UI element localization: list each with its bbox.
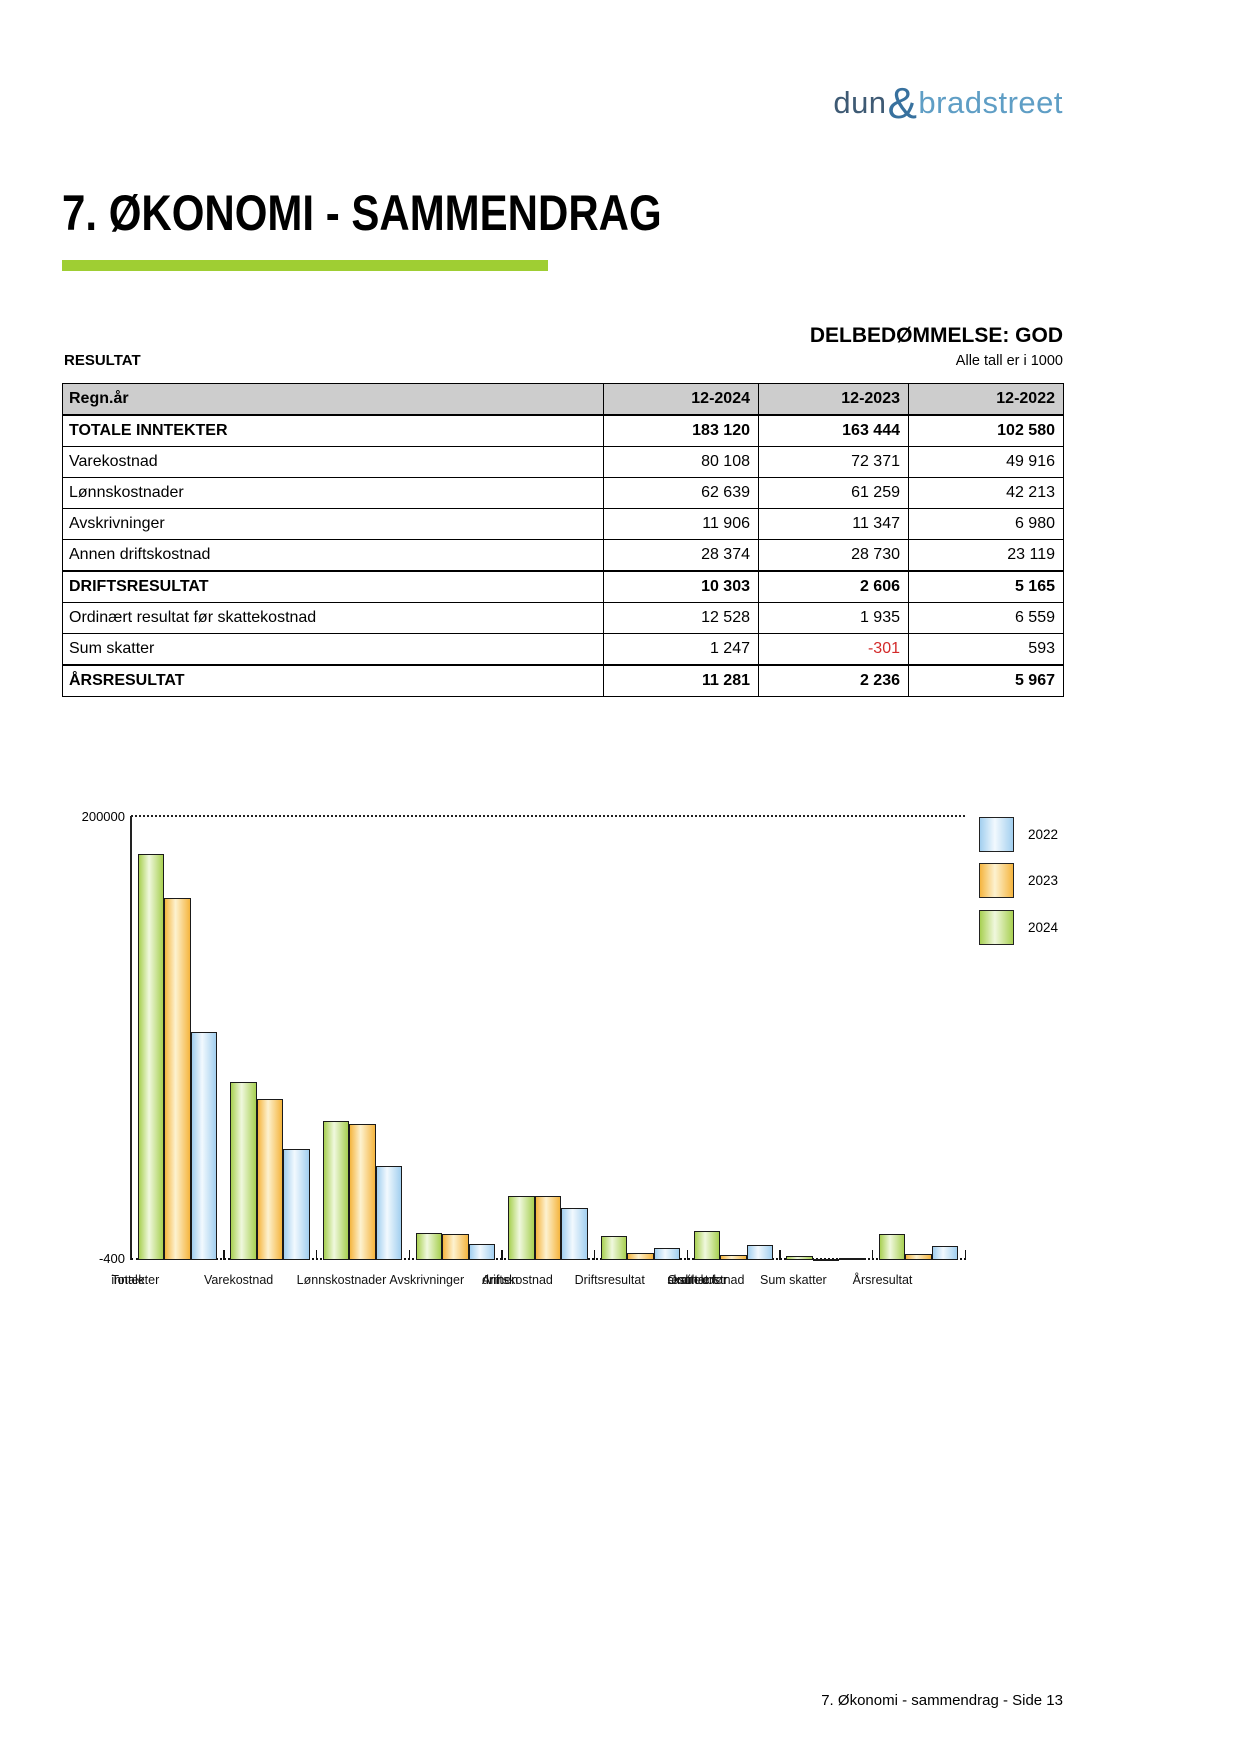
chart-bar: [693, 1231, 720, 1260]
chart-bar: [839, 1257, 866, 1260]
row-value: 42 213: [908, 477, 1064, 509]
row-value: 1 935: [758, 602, 909, 634]
x-axis-tick: [315, 1250, 318, 1260]
row-value: 80 108: [603, 446, 759, 478]
chart-bar: [600, 1236, 628, 1260]
chart-bar: [534, 1195, 562, 1260]
y-tick-label-min: -400: [98, 1251, 125, 1266]
row-value: 12 528: [603, 602, 759, 634]
table-row: Avskrivninger 11 906 11 347 6 980: [62, 508, 1064, 540]
table-row: Varekostnad 80 108 72 371 49 916: [62, 446, 1064, 478]
row-value: 23 119: [908, 539, 1064, 572]
row-value: 72 371: [758, 446, 909, 478]
chart-bar: [164, 897, 191, 1260]
gridline-200000: [131, 815, 965, 817]
x-axis-tick: [223, 1250, 225, 1260]
row-value: -301: [758, 633, 909, 666]
row-value: 5 165: [908, 570, 1064, 603]
row-label: TOTALE INNTEKTER: [62, 414, 604, 447]
table-row: Ordinært resultat før skattekostnad 12 52…: [62, 602, 1064, 634]
row-label: ÅRSRESULTAT: [62, 664, 604, 697]
chart-bar: [468, 1243, 495, 1260]
row-value: 5 967: [908, 664, 1064, 697]
chart-bar: [561, 1208, 588, 1260]
chart-bar: [230, 1082, 257, 1260]
y-axis-line: [130, 816, 132, 1260]
results-table-header: Regn.år 12-2024 12-2023 12-2022: [62, 383, 1064, 416]
table-row: ÅRSRESULTAT 11 281 2 236 5 967: [62, 664, 1064, 697]
chart-bar: [442, 1234, 469, 1260]
row-value: 11 347: [758, 508, 909, 540]
title-underline: [62, 260, 548, 271]
row-value: 6 980: [908, 508, 1064, 540]
unit-note: Alle tall er i 1000: [955, 353, 1063, 369]
row-label: Avskrivninger: [62, 508, 604, 540]
chart-bar: [812, 1259, 840, 1261]
chart-bar: [905, 1254, 932, 1260]
row-value: 61 259: [758, 477, 909, 509]
chart-bar: [283, 1148, 310, 1260]
assessment-label: DELBEDØMMELSE: GOD: [809, 324, 1063, 347]
column-header: 12-2024: [603, 383, 759, 416]
row-label: Varekostnad: [62, 446, 604, 478]
table-row: TOTALE INNTEKTER 183 120 163 444 102 580: [62, 414, 1064, 447]
page-title: 7. ØKONOMI - SAMMENDRAG: [62, 185, 662, 241]
chart-bar: [653, 1247, 681, 1260]
x-axis-tick: [964, 1250, 966, 1260]
legend-label: 2022: [1028, 827, 1059, 842]
row-value: 10 303: [603, 570, 759, 603]
chart-bar: [627, 1253, 654, 1260]
results-table: Regn.år 12-2024 12-2023 12-2022 TOTALE INNT…: [62, 383, 1064, 697]
row-value: 593: [908, 633, 1064, 666]
column-header: 12-2022: [908, 383, 1064, 416]
row-value: 28 374: [603, 539, 759, 572]
chart-bar: [415, 1232, 442, 1260]
row-label: Ordinært resultat før skattekostnad: [62, 602, 604, 634]
legend-swatch: [979, 910, 1014, 945]
column-header: Regn.år: [62, 383, 604, 416]
chart-bar: [375, 1165, 403, 1260]
row-value: 11 906: [603, 508, 759, 540]
row-value: 183 120: [603, 414, 759, 447]
legend-label: 2024: [1028, 920, 1059, 935]
chart-bar: [508, 1196, 535, 1260]
chart-bar: [190, 1032, 217, 1260]
row-value: 2 236: [758, 664, 909, 697]
row-value: 1 247: [603, 633, 759, 666]
column-header: 12-2023: [758, 383, 909, 416]
legend-swatch: [979, 863, 1014, 898]
chart-bar: [786, 1256, 813, 1260]
chart-bar: [931, 1245, 959, 1260]
dnb-logo: dun & bradstreet: [833, 74, 1063, 128]
x-axis-tick: [408, 1250, 410, 1260]
x-axis-tick: [871, 1250, 874, 1260]
table-row: Lønnskostnader 62 639 61 259 42 213: [62, 477, 1064, 509]
chart-bar: [322, 1120, 350, 1260]
logo-text-dun: dun: [833, 85, 887, 120]
x-axis-tick: [779, 1250, 781, 1260]
row-value: 6 559: [908, 602, 1064, 634]
page-footer: 7. Økonomi - sammendrag - Side 13: [821, 1692, 1063, 1709]
x-axis-tick: [130, 1250, 132, 1260]
x-axis-tick: [593, 1250, 596, 1260]
legend-label: 2023: [1028, 873, 1059, 888]
chart-bar: [137, 854, 164, 1260]
table-row: Annen driftskostnad 28 374 28 730 23 119: [62, 539, 1064, 572]
row-value: 102 580: [908, 414, 1064, 447]
chart-bar: [746, 1244, 773, 1260]
row-value: 163 444: [758, 414, 909, 447]
chart-bar: [349, 1123, 376, 1260]
logo-ampersand-icon: &: [887, 79, 918, 128]
chart-bar: [878, 1234, 906, 1260]
x-axis-tick: [501, 1250, 503, 1260]
table-section-label: RESULTAT: [64, 352, 141, 369]
x-axis-tick: [686, 1250, 688, 1260]
legend-swatch: [979, 817, 1014, 852]
chart-bar: [256, 1099, 284, 1260]
logo-text-bradstreet: bradstreet: [918, 85, 1063, 120]
chart-bar: [720, 1254, 747, 1260]
y-tick-label-max: 200000: [81, 809, 125, 824]
